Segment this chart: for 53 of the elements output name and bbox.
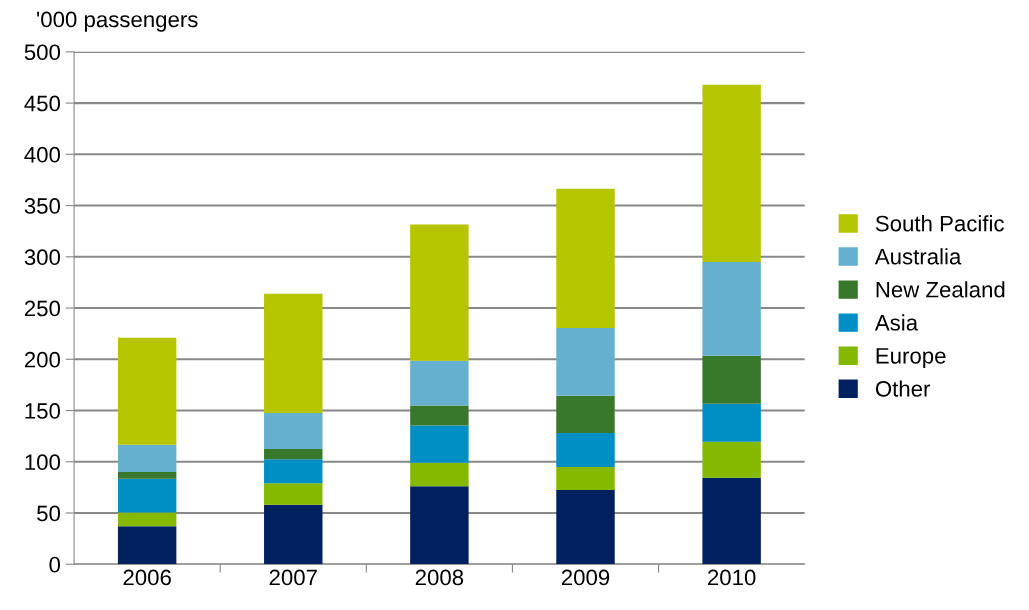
bar xyxy=(702,261,761,356)
bar xyxy=(117,512,177,527)
y-tick-label: 100 xyxy=(25,454,61,471)
bar xyxy=(410,486,469,565)
y-tick-label: 300 xyxy=(24,249,61,266)
x-tick-label: 2007 xyxy=(269,569,317,586)
bar xyxy=(117,472,177,479)
bar xyxy=(410,462,469,487)
y-tick-label: 0 xyxy=(49,556,61,573)
legend-label: Asia xyxy=(874,314,919,331)
bar xyxy=(117,478,177,513)
bar xyxy=(117,526,177,565)
x-tick-label: 2008 xyxy=(415,569,464,586)
legend-label: South Pacific xyxy=(875,215,1004,232)
y-tick-label: 250 xyxy=(24,300,61,317)
bar xyxy=(264,504,323,565)
bar xyxy=(702,403,761,442)
bar xyxy=(117,337,177,445)
y-tick-label: 200 xyxy=(24,351,61,368)
bar xyxy=(117,444,177,473)
bar xyxy=(702,477,761,565)
bar xyxy=(556,188,615,329)
bar xyxy=(556,395,615,434)
legend-label: New Zealand xyxy=(876,281,1005,298)
bar xyxy=(556,466,615,490)
bar xyxy=(264,448,323,460)
y-tick-label: 350 xyxy=(24,198,61,214)
y-tick-label: 450 xyxy=(24,95,61,112)
y-tick-label: 50 xyxy=(37,505,61,522)
y-axis-title: '000 passengers xyxy=(37,11,198,32)
bar xyxy=(702,441,761,478)
x-tick-label: 2006 xyxy=(123,569,171,586)
y-tick-label: 400 xyxy=(24,146,61,163)
x-tick-label: 2009 xyxy=(561,569,610,586)
legend-label: Australia xyxy=(874,248,962,265)
legend-label: Europe xyxy=(876,348,946,369)
bar xyxy=(556,489,615,565)
y-tick-label: 500 xyxy=(24,44,61,61)
bar xyxy=(702,84,761,262)
bar xyxy=(410,405,469,426)
bar xyxy=(410,425,469,463)
y-tick-label: 150 xyxy=(25,403,61,419)
bar xyxy=(702,355,761,404)
legend-label: Other xyxy=(875,380,931,397)
bar xyxy=(410,360,469,406)
bar xyxy=(556,433,615,467)
bar xyxy=(556,328,615,396)
bar xyxy=(264,459,323,484)
bar xyxy=(410,224,469,361)
bar xyxy=(264,293,323,414)
x-tick-label: 2010 xyxy=(708,569,756,586)
bar xyxy=(264,413,323,449)
bar xyxy=(264,483,323,505)
